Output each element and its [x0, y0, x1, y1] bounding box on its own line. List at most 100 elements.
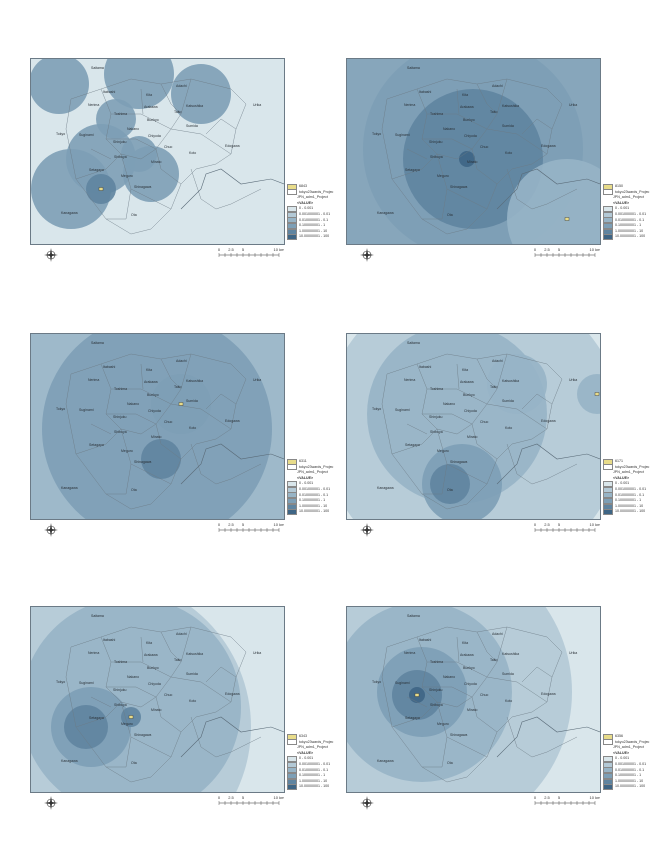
- legend-swatch: [603, 228, 613, 235]
- place-label: Kanagawa: [61, 486, 78, 490]
- place-label: Arakawa: [460, 380, 474, 384]
- place-label: Chuo: [164, 145, 172, 149]
- north-arrow-icon: [44, 796, 58, 810]
- legend-swatch: [287, 189, 297, 196]
- legend-swatch: [287, 458, 297, 465]
- legend-label: tokyo23wards_Projec: [299, 464, 334, 469]
- place-label: Meguro: [437, 174, 449, 178]
- place-label: Koto: [189, 426, 196, 430]
- place-label: Shibuya: [114, 430, 127, 434]
- place-label: Chiyoda: [464, 409, 477, 413]
- legend-label: 6311: [299, 459, 307, 463]
- map-frame: Saitama Adachi Kita Itabashi Katsushika Urika…: [346, 333, 601, 520]
- place-label: Koto: [505, 426, 512, 430]
- scale-label: 10 km: [590, 522, 600, 527]
- legend-row: tokyo23wards_Projec: [287, 189, 333, 196]
- legend-label: JPN_adm1_Project: [297, 745, 328, 750]
- legend-label: 10.00000001 - 100: [615, 784, 646, 789]
- legend-row: tokyo23wards_Projec: [287, 739, 333, 746]
- legend-row: 0.100000001 - 1: [603, 497, 649, 504]
- place-label: Suginami: [395, 133, 410, 137]
- map-frame: Saitama Adachi Kita Itabashi Katsushika Urika…: [346, 58, 601, 245]
- place-label: Minato: [467, 435, 478, 439]
- legend-row: 0.001000001 - 0.01: [287, 211, 333, 218]
- legend-swatch: [287, 761, 297, 768]
- place-label: Toshima: [430, 660, 443, 664]
- place-label: Suginami: [79, 408, 94, 412]
- place-label: Nakano: [127, 675, 139, 679]
- place-label: Chuo: [164, 420, 172, 424]
- place-label: Shinagawa: [450, 460, 467, 464]
- legend-row: 0.100000001 - 1: [287, 772, 333, 779]
- place-label: Meguro: [121, 174, 133, 178]
- place-label: Shinagawa: [134, 185, 151, 189]
- place-label: Tokyo: [372, 407, 381, 411]
- scale-label: 10 km: [274, 522, 284, 527]
- legend-label: 1.000000001 - 10: [615, 778, 644, 783]
- legend-row: 6343: [287, 733, 333, 740]
- place-label: Edogawa: [225, 692, 240, 696]
- place-label: Nakano: [127, 402, 139, 406]
- place-label: Chiyoda: [148, 409, 161, 413]
- source-point-marker: [564, 217, 570, 221]
- legend-label: 10.00000001 - 100: [299, 784, 330, 789]
- legend-label: 0.010000001 - 0.1: [615, 767, 645, 772]
- legend-label: tokyo23wards_Projec: [615, 189, 650, 194]
- place-label: Edogawa: [541, 692, 556, 696]
- legend-label: JPN_adm1_Project: [613, 470, 644, 475]
- legend-row: tokyo23wards_Projec: [603, 464, 649, 471]
- scale-label: 2.5: [544, 795, 550, 800]
- legend-row: 0.010000001 - 0.1: [603, 492, 649, 499]
- legend-row: 0 - 0.001: [603, 206, 649, 213]
- legend-row: JPN_adm1_Project: [603, 195, 649, 201]
- place-label: Sumida: [186, 124, 198, 128]
- scale-label: 5: [242, 795, 245, 800]
- density-zone: [430, 464, 470, 504]
- place-label: Kita: [462, 641, 468, 645]
- legend-swatch: [603, 206, 613, 213]
- legend-swatch: [287, 733, 297, 740]
- place-label: Taito: [490, 385, 497, 389]
- place-label: Katsushika: [502, 652, 519, 656]
- legend-swatch: [603, 497, 613, 504]
- legend-label: 0.010000001 - 0.1: [299, 492, 329, 497]
- legend-label: <VALUE>: [613, 750, 630, 755]
- legend-label: 1.000000001 - 10: [615, 503, 644, 508]
- scale-label: 10 km: [590, 247, 600, 252]
- ward-boundaries: [381, 626, 578, 783]
- scale-bar: 0 2.5 5 10 km: [534, 246, 601, 260]
- place-label: Sumida: [186, 672, 198, 676]
- place-label: Ota: [447, 488, 453, 492]
- scale-label: 2.5: [544, 522, 550, 527]
- place-label: Katsushika: [502, 379, 519, 383]
- legend-swatch: [603, 234, 613, 241]
- legend-row: 0 - 0.001: [287, 206, 333, 213]
- source-point-marker: [414, 693, 420, 697]
- place-label: Itabashi: [103, 90, 115, 94]
- legend-label: 0.001000001 - 0.01: [615, 761, 647, 766]
- place-label: Shibuya: [430, 155, 443, 159]
- legend-swatch: [287, 206, 297, 213]
- legend-label: 10.00000001 - 100: [299, 234, 330, 239]
- density-map: Saitama Adachi Kita Itabashi Katsushika Urika…: [31, 59, 284, 244]
- legend-label: <VALUE>: [297, 750, 314, 755]
- legend-label: 0.001000001 - 0.01: [299, 486, 331, 491]
- legend-swatch: [603, 211, 613, 218]
- legend-swatch: [287, 503, 297, 510]
- place-label: Suginami: [395, 681, 410, 685]
- place-label: Minato: [467, 708, 478, 712]
- place-label: Sumida: [502, 124, 514, 128]
- place-label: Katsushika: [186, 652, 203, 656]
- place-label: Shinjuku: [113, 415, 126, 419]
- scale-label: 0: [534, 795, 537, 800]
- place-label: Taito: [174, 110, 181, 114]
- ward-boundaries: [65, 78, 262, 235]
- legend-swatch: [603, 189, 613, 196]
- density-zone: [577, 374, 600, 414]
- place-label: Setagaya: [405, 716, 420, 720]
- legend-label: 0 - 0.001: [299, 206, 314, 211]
- source-point-marker: [98, 187, 104, 191]
- map-legend: 6171 tokyo23wards_Projec JPN_adm1_Project <…: [603, 458, 649, 516]
- place-label: Edogawa: [541, 144, 556, 148]
- place-label: Toshima: [430, 387, 443, 391]
